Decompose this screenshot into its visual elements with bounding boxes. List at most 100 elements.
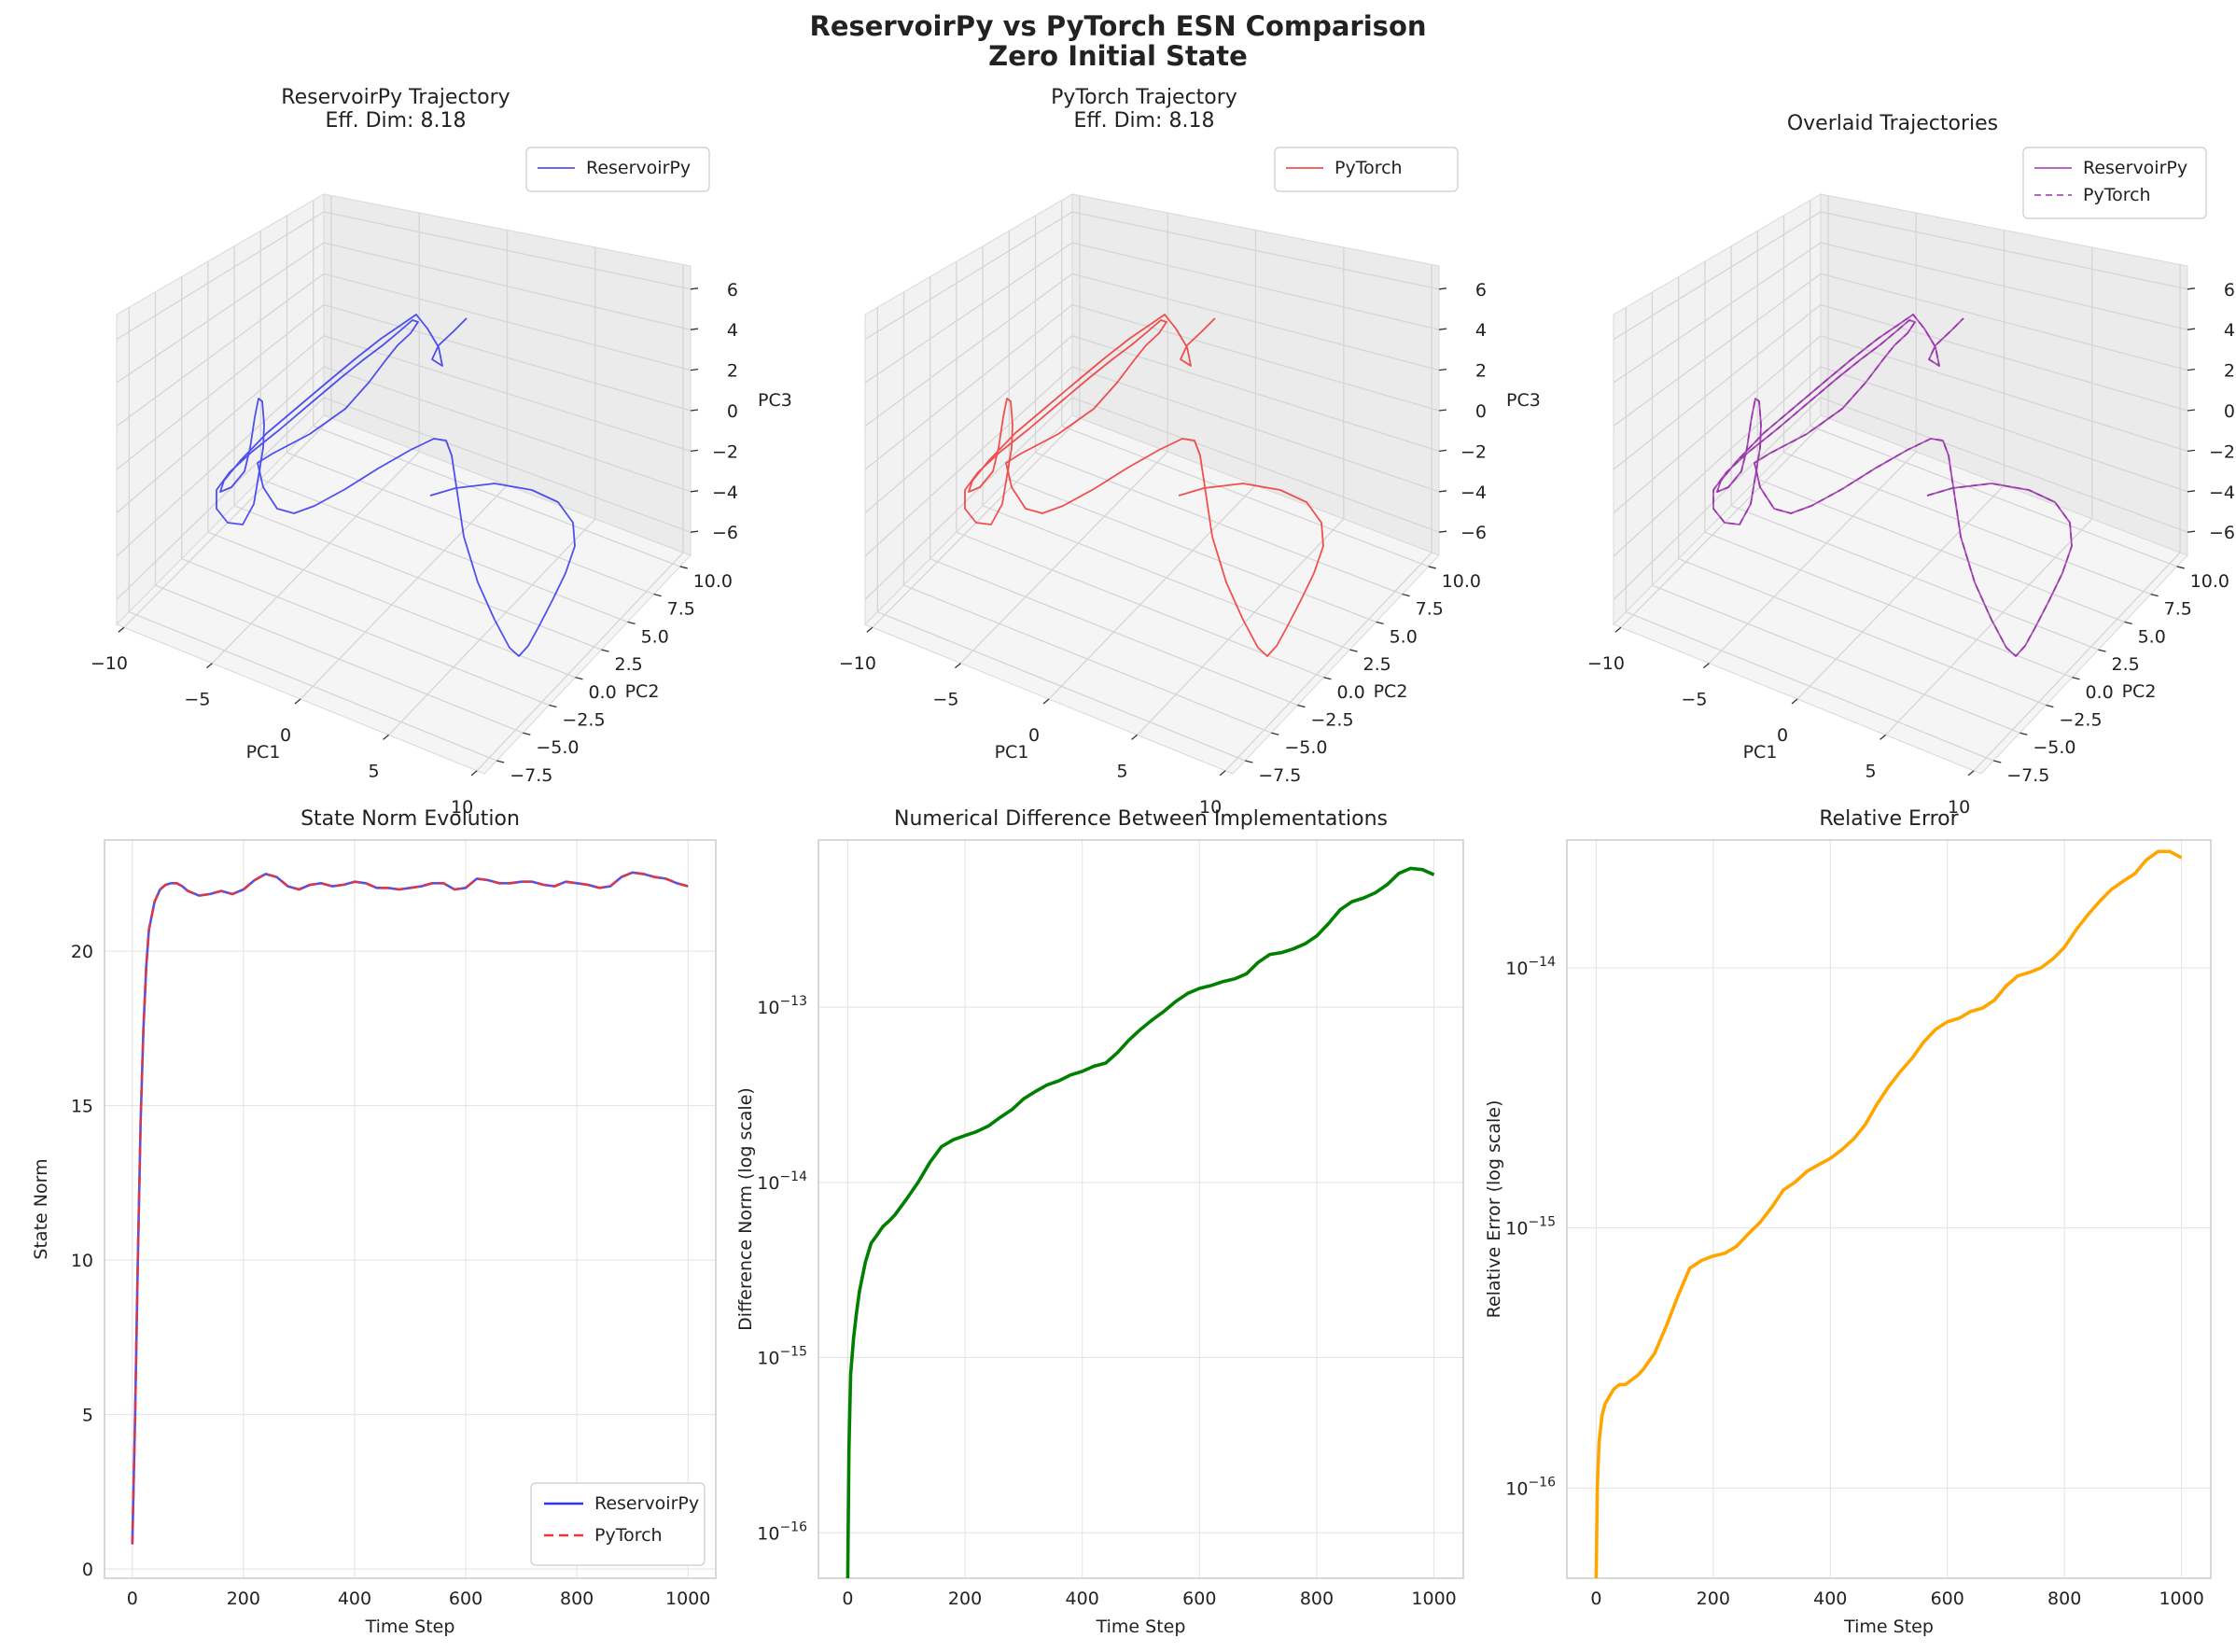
x-tick-label-3d: 5 xyxy=(1117,761,1128,781)
y-tick-label: 5 xyxy=(82,1406,93,1426)
y-tick-3d xyxy=(601,649,609,652)
x-tick-label: 1000 xyxy=(2159,1589,2203,1609)
x-gridline-3d xyxy=(1708,213,1917,665)
x-tick-3d xyxy=(1131,734,1138,740)
z-tick-3d xyxy=(690,530,699,533)
z-gridline-3d xyxy=(1613,211,2188,341)
y-tick-3d xyxy=(575,677,583,680)
y-tick-label-3d: 2.5 xyxy=(615,654,643,675)
x-tick-3d xyxy=(1703,663,1710,669)
x-tick-3d xyxy=(1042,698,1050,705)
legend-label: PyTorch xyxy=(1335,158,1403,178)
panel-title-line: Eff. Dim: 8.18 xyxy=(326,109,467,133)
x-tick-label: 1000 xyxy=(665,1589,710,1609)
trajectory-line-reservoirpy xyxy=(216,314,576,657)
y-gridline-3d xyxy=(1061,200,1429,567)
x-tick-label-3d: 0 xyxy=(1028,725,1040,746)
y-tick-3d xyxy=(2019,732,2028,735)
z-tick-label-3d: 6 xyxy=(2224,280,2235,301)
z-tick-label-3d: 2 xyxy=(2224,361,2235,382)
y-gridline-3d xyxy=(1704,261,2073,679)
y-tick-label-3d: 10.0 xyxy=(1442,571,1481,592)
legend-box xyxy=(525,147,710,192)
x-axis-label-3d: PC1 xyxy=(1743,742,1778,763)
z-tick-label-3d: −6 xyxy=(1460,523,1487,543)
series-line-pytorch xyxy=(131,871,689,1545)
x-axis-label: Time Step xyxy=(1096,1617,1186,1637)
z-tick-3d xyxy=(690,490,699,493)
z-gridline-3d xyxy=(864,303,1440,470)
x-tick-label-3d: 0 xyxy=(280,725,291,746)
y-tick-label-3d: −2.5 xyxy=(2059,710,2102,731)
pytorch-trajectory-panel: −10 −5 0 5 10 PC1 −7.5 −5.0 −2.5 0.0 2.5 5.0 7.5 10.0… xyxy=(839,86,1541,818)
z-tick-label-3d: −2 xyxy=(2209,441,2235,462)
z-tick-3d xyxy=(1438,368,1447,371)
x-tick-label-3d: −5 xyxy=(1681,690,1707,710)
y-tick-label-3d: 0.0 xyxy=(2085,682,2113,703)
panel-title-line: Eff. Dim: 8.18 xyxy=(1074,109,1215,133)
z-gridline-3d xyxy=(116,334,692,513)
axes-frame xyxy=(818,839,1464,1579)
z-tick-3d xyxy=(690,449,699,453)
x-tick-label: 400 xyxy=(1066,1589,1099,1609)
z-tick-3d xyxy=(2187,530,2196,533)
x-tick-label: 200 xyxy=(948,1589,982,1609)
x-tick-3d xyxy=(1880,734,1886,740)
x-tick-3d xyxy=(1219,770,1226,777)
axes-frame xyxy=(104,839,717,1579)
y-tick-label: 10−14 xyxy=(1505,955,1556,979)
x-gridline-3d xyxy=(388,247,596,735)
x-axis-label-3d: PC1 xyxy=(995,742,1029,763)
y-tick-label-3d: 5.0 xyxy=(641,626,669,647)
x-tick-label: 1000 xyxy=(1411,1589,1456,1609)
x-tick-label-3d: −10 xyxy=(91,653,128,674)
y-axis-label: Difference Norm (log scale) xyxy=(735,1087,756,1331)
x-tick-3d xyxy=(1967,770,1975,777)
y-tick-label-3d: −2.5 xyxy=(1310,710,1353,731)
y-gridline-3d xyxy=(128,307,497,762)
state-norm-panel: 0 200 400 600 800 1000 0 5 10 15 20 State Norm Evol… xyxy=(31,807,717,1637)
y-tick-label: 10−13 xyxy=(757,994,807,1018)
y-tick-3d xyxy=(549,704,557,708)
z-tick-label-3d: −2 xyxy=(1460,441,1487,462)
figure-title-line-2: Zero Initial State xyxy=(988,40,1248,72)
y-tick-label-3d: −7.5 xyxy=(2006,765,2049,786)
panel-title: Numerical Difference Between Implementat… xyxy=(894,807,1388,831)
z-tick-3d xyxy=(2187,490,2196,493)
z-tick-label-3d: −4 xyxy=(712,483,738,503)
z-tick-label-3d: −4 xyxy=(1460,483,1487,503)
y-tick-label: 10 xyxy=(71,1251,93,1271)
x-axis-label: Time Step xyxy=(1843,1617,1934,1637)
z-tick-3d xyxy=(2187,287,2196,290)
x-tick-label: 600 xyxy=(449,1589,482,1609)
legend: ReservoirPy xyxy=(525,147,710,192)
z-tick-label-3d: −2 xyxy=(712,441,738,462)
relative-error-panel: 0 200 400 600 800 1000 10−16 10−15 10−14 Relative… xyxy=(1484,807,2212,1637)
y-gridline-3d xyxy=(154,291,524,734)
y-gridline-3d xyxy=(876,307,1246,762)
trajectory-line-pytorch xyxy=(964,314,1324,657)
y-tick-3d xyxy=(1993,760,2002,763)
y-gridline-3d xyxy=(1678,276,2047,707)
y-tick-3d xyxy=(1376,621,1384,625)
y-tick-label: 10−15 xyxy=(1505,1215,1556,1239)
z-tick-label-3d: −6 xyxy=(2209,523,2235,543)
y-axis-label: State Norm xyxy=(31,1158,51,1259)
z-tick-3d xyxy=(690,287,699,290)
y-tick-3d xyxy=(2176,566,2185,569)
x-tick-label-3d: −5 xyxy=(932,690,958,710)
y-tick-3d xyxy=(496,760,505,763)
y-tick-label-3d: −5.0 xyxy=(2033,737,2075,758)
y-gridline-3d xyxy=(313,200,680,567)
series-line-reservoirpy xyxy=(131,871,689,1545)
legend-box xyxy=(1274,147,1459,192)
z-gridline-3d xyxy=(864,242,1440,384)
y-tick-3d xyxy=(627,621,636,625)
y-gridline-3d xyxy=(286,216,654,595)
y-tick-label-3d: 10.0 xyxy=(2190,571,2229,592)
y-tick-3d xyxy=(1271,732,1279,735)
x-tick-label-3d: −10 xyxy=(1587,653,1625,674)
z-tick-label-3d: 4 xyxy=(2224,320,2235,341)
z-tick-3d xyxy=(2187,368,2196,371)
